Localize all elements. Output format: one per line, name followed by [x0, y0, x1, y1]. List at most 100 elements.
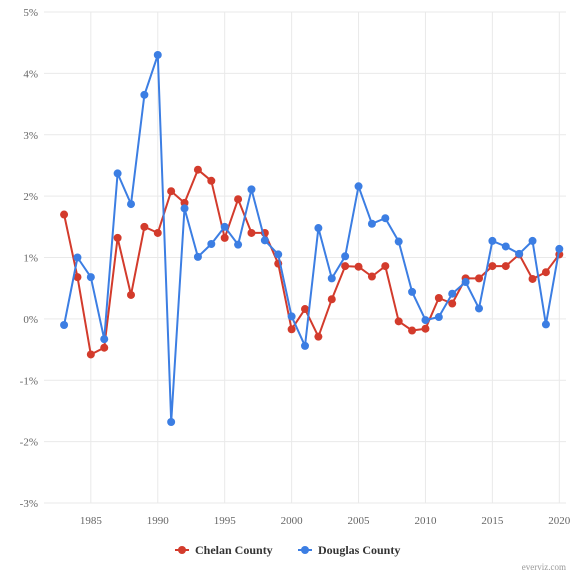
- data-point-chelan-county[interactable]: [341, 262, 350, 271]
- data-point-chelan-county[interactable]: [127, 290, 135, 299]
- data-point-douglas-county[interactable]: [394, 237, 403, 246]
- series-douglas-county[interactable]: [60, 50, 564, 426]
- y-tick-label: 5%: [23, 7, 38, 19]
- data-point-douglas-county[interactable]: [127, 200, 135, 209]
- axis-layer: -3% -2% -1% 0% 1% 2% 3% 4% 5% 1985 1990 1995 2000 200…: [20, 7, 571, 527]
- series-line-douglas-county[interactable]: [63, 54, 561, 423]
- data-point-douglas-county[interactable]: [247, 185, 256, 194]
- y-tick-label: -3%: [20, 498, 38, 510]
- x-tick-label: 2015: [481, 515, 504, 527]
- y-tick-label: -2%: [20, 437, 38, 449]
- y-tick-label: 0%: [23, 314, 38, 326]
- data-point-chelan-county[interactable]: [394, 317, 403, 326]
- data-point-chelan-county[interactable]: [100, 343, 109, 352]
- legend-item-douglas-county[interactable]: Douglas County: [298, 543, 400, 557]
- data-point-douglas-county[interactable]: [555, 244, 564, 253]
- data-point-chelan-county[interactable]: [73, 273, 82, 282]
- data-point-chelan-county[interactable]: [301, 305, 309, 314]
- data-point-chelan-county[interactable]: [180, 198, 189, 207]
- data-point-douglas-county[interactable]: [381, 214, 390, 223]
- data-point-chelan-county[interactable]: [207, 176, 216, 185]
- data-point-douglas-county[interactable]: [448, 289, 457, 298]
- data-point-douglas-county[interactable]: [461, 278, 470, 287]
- legend-symbol-marker: [178, 546, 186, 554]
- data-point-douglas-county[interactable]: [60, 321, 69, 330]
- data-point-douglas-county[interactable]: [515, 249, 524, 258]
- data-point-chelan-county[interactable]: [408, 326, 417, 335]
- y-tick-label: 3%: [23, 130, 38, 142]
- data-point-douglas-county[interactable]: [260, 236, 269, 245]
- data-point-chelan-county[interactable]: [113, 233, 122, 242]
- data-point-chelan-county[interactable]: [167, 187, 176, 196]
- data-point-chelan-county[interactable]: [86, 350, 95, 359]
- y-tick-label: 2%: [23, 191, 38, 203]
- data-point-douglas-county[interactable]: [528, 236, 537, 245]
- data-point-douglas-county[interactable]: [193, 252, 202, 261]
- x-tick-label: 2005: [348, 515, 371, 527]
- legend-label: Chelan County: [195, 543, 273, 557]
- data-point-douglas-county[interactable]: [234, 240, 243, 249]
- x-tick-label: 1990: [147, 515, 170, 527]
- data-point-douglas-county[interactable]: [73, 253, 82, 262]
- data-point-chelan-county[interactable]: [434, 294, 443, 303]
- series-layer: [60, 50, 564, 426]
- legend-item-chelan-county[interactable]: Chelan County: [175, 543, 273, 557]
- data-point-chelan-county[interactable]: [234, 195, 243, 204]
- data-point-douglas-county[interactable]: [354, 182, 363, 191]
- data-point-douglas-county[interactable]: [301, 341, 309, 350]
- data-point-douglas-county[interactable]: [153, 50, 162, 59]
- data-point-chelan-county[interactable]: [247, 228, 256, 237]
- data-point-douglas-county[interactable]: [86, 273, 95, 282]
- x-tick-label: 1985: [80, 515, 103, 527]
- data-point-douglas-county[interactable]: [100, 335, 109, 344]
- x-tick-label: 2020: [548, 515, 571, 527]
- data-point-chelan-county[interactable]: [287, 325, 296, 334]
- data-point-chelan-county[interactable]: [528, 274, 537, 283]
- data-point-douglas-county[interactable]: [475, 304, 483, 313]
- x-tick-label: 2010: [414, 515, 437, 527]
- data-point-chelan-county[interactable]: [327, 295, 336, 304]
- y-tick-label: 4%: [23, 68, 38, 80]
- data-point-chelan-county[interactable]: [367, 272, 376, 281]
- data-point-douglas-county[interactable]: [541, 320, 550, 329]
- data-point-chelan-county[interactable]: [488, 262, 497, 271]
- y-tick-label: 1%: [23, 253, 38, 265]
- legend-label: Douglas County: [318, 543, 400, 557]
- data-point-chelan-county[interactable]: [60, 210, 69, 219]
- data-point-douglas-county[interactable]: [180, 204, 189, 213]
- legend[interactable]: Chelan County Douglas County: [175, 543, 400, 557]
- data-point-douglas-county[interactable]: [408, 287, 417, 296]
- data-point-chelan-county[interactable]: [421, 324, 430, 333]
- data-point-douglas-county[interactable]: [287, 312, 296, 321]
- data-point-chelan-county[interactable]: [381, 262, 390, 271]
- data-point-douglas-county[interactable]: [434, 313, 443, 322]
- data-point-douglas-county[interactable]: [367, 219, 376, 228]
- x-tick-label: 1995: [214, 515, 237, 527]
- data-point-chelan-county[interactable]: [475, 274, 483, 283]
- credit-text[interactable]: everviz.com: [522, 562, 566, 572]
- data-point-chelan-county[interactable]: [541, 268, 550, 277]
- data-point-douglas-county[interactable]: [167, 417, 176, 426]
- data-point-chelan-county[interactable]: [314, 332, 323, 341]
- data-point-chelan-county[interactable]: [140, 222, 149, 231]
- data-point-douglas-county[interactable]: [113, 169, 122, 178]
- data-point-douglas-county[interactable]: [327, 274, 336, 283]
- data-point-chelan-county[interactable]: [354, 262, 363, 271]
- x-tick-label: 2000: [281, 515, 304, 527]
- data-point-douglas-county[interactable]: [220, 222, 229, 231]
- data-point-douglas-county[interactable]: [421, 316, 430, 325]
- data-point-chelan-county[interactable]: [220, 233, 229, 242]
- data-point-douglas-county[interactable]: [488, 236, 497, 245]
- data-point-chelan-county[interactable]: [193, 165, 202, 174]
- data-point-douglas-county[interactable]: [501, 242, 510, 251]
- data-point-chelan-county[interactable]: [448, 299, 457, 308]
- data-point-douglas-county[interactable]: [314, 224, 323, 233]
- data-point-chelan-county[interactable]: [153, 228, 162, 237]
- data-point-douglas-county[interactable]: [341, 252, 350, 261]
- data-point-douglas-county[interactable]: [140, 90, 149, 99]
- series-line-chelan-county[interactable]: [63, 168, 561, 356]
- data-point-chelan-county[interactable]: [501, 262, 510, 271]
- data-point-douglas-county[interactable]: [207, 239, 216, 248]
- data-point-douglas-county[interactable]: [274, 250, 283, 259]
